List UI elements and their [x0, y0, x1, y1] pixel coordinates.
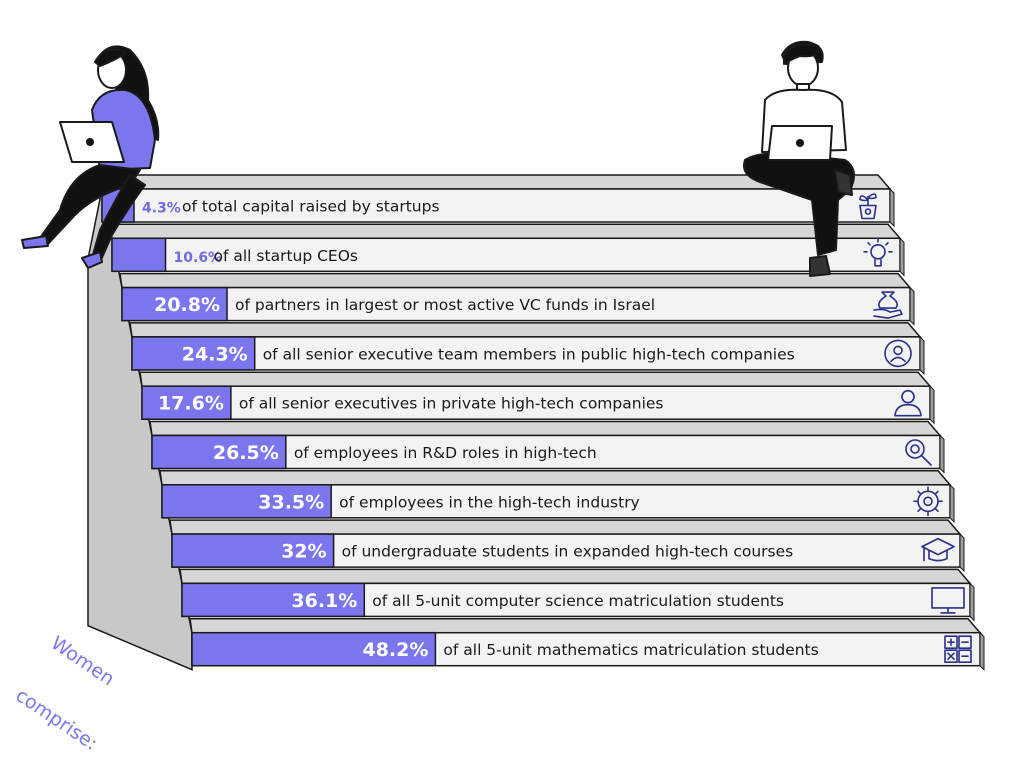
step-row: 26.5% of employees in R&D roles in high-t…	[149, 420, 945, 474]
step-face	[131, 336, 921, 371]
calculator-icon	[944, 635, 972, 664]
value-label: 33.5%	[258, 491, 324, 513]
bar	[131, 336, 256, 371]
value-label: 4.3%	[142, 201, 181, 217]
step-row: 33.5% of employees in the high-tech indus…	[159, 470, 955, 524]
step-edge	[939, 434, 945, 474]
step-tread	[159, 470, 952, 486]
bar	[171, 533, 335, 568]
value-label: 24.3%	[182, 343, 248, 365]
step-tread	[109, 223, 902, 240]
value-label: 10.6%	[174, 250, 223, 266]
bar	[151, 434, 287, 470]
step-edge	[959, 532, 965, 573]
value-label: 48.2%	[362, 639, 428, 661]
step-row: 10.6%of all startup CEOs	[109, 223, 905, 277]
step-tread	[119, 272, 912, 289]
step-edge	[919, 335, 925, 376]
category-label: of all senior executives in private high…	[239, 395, 664, 413]
category-label: of employees in the high-tech industry	[339, 493, 640, 511]
value-label: 32%	[281, 541, 326, 563]
step-edge	[899, 237, 905, 277]
step-tread	[129, 322, 922, 338]
bar	[181, 582, 366, 618]
user-icon	[894, 389, 922, 417]
step-tread	[139, 371, 932, 387]
step-edge	[969, 582, 975, 622]
staircase-chart: 4.3% of total capital raised by startups 1…	[21, 40, 985, 671]
step-edge	[979, 631, 985, 671]
step-row: 36.1% of all 5-unit computer science matr…	[179, 568, 975, 622]
plant-pot-icon	[859, 193, 877, 220]
steps: 4.3% of total capital raised by startups 1…	[99, 174, 985, 671]
side-label-line2: comprise:	[11, 684, 102, 755]
step-row: 24.3% of all senior executive team member…	[129, 322, 925, 376]
monitor-icon	[931, 587, 965, 614]
user-circle-icon	[884, 339, 912, 368]
step-edge	[909, 286, 915, 326]
step-face	[101, 188, 891, 223]
gear-magnifier-icon	[905, 439, 932, 466]
step-tread	[179, 568, 972, 585]
step-row: 32% of undergraduate students in expanded…	[169, 519, 965, 573]
value-label: 20.8%	[154, 294, 220, 316]
category-label: of employees in R&D roles in high-tech	[294, 444, 597, 462]
step-face	[141, 385, 931, 420]
value-label: 36.1%	[291, 590, 357, 612]
lightbulb-icon	[863, 238, 893, 267]
woman-with-laptop-illustration	[21, 45, 160, 269]
step-row: 48.2% of all 5-unit mathematics matricula…	[189, 617, 985, 671]
man-with-laptop-illustration	[743, 40, 855, 277]
bar	[161, 484, 332, 519]
bar	[141, 385, 232, 420]
value-label: 26.5%	[213, 442, 279, 464]
category-label: of partners in largest or most active VC…	[235, 296, 655, 314]
bar	[191, 631, 437, 667]
step-edge	[889, 187, 895, 228]
side-label-line1: Women	[46, 631, 119, 691]
category-label: of all 5-unit mathematics matriculation …	[443, 641, 818, 659]
step-edge	[929, 384, 935, 425]
step-tread	[169, 519, 962, 535]
step-row: 17.6% of all senior executives in private…	[139, 371, 935, 425]
step-face	[111, 237, 901, 273]
step-row: 20.8% of partners in largest or most acti…	[119, 272, 915, 326]
category-label: of undergraduate students in expanded hi…	[342, 543, 794, 561]
illustrations	[21, 40, 855, 277]
step-tread	[189, 617, 982, 634]
category-label: of all startup CEOs	[214, 247, 359, 265]
category-label: of all senior executive team members in …	[263, 345, 795, 363]
step-tread	[149, 420, 942, 437]
category-label: of all 5-unit computer science matricula…	[372, 592, 784, 610]
bar	[121, 286, 228, 322]
gear-icon	[913, 486, 943, 517]
value-label: 17.6%	[158, 393, 224, 415]
money-bag-hand-icon	[873, 291, 903, 319]
category-label: of total capital raised by startups	[182, 198, 440, 216]
step-edge	[949, 483, 955, 524]
graduation-cap-icon	[921, 537, 955, 562]
bar	[111, 237, 167, 273]
